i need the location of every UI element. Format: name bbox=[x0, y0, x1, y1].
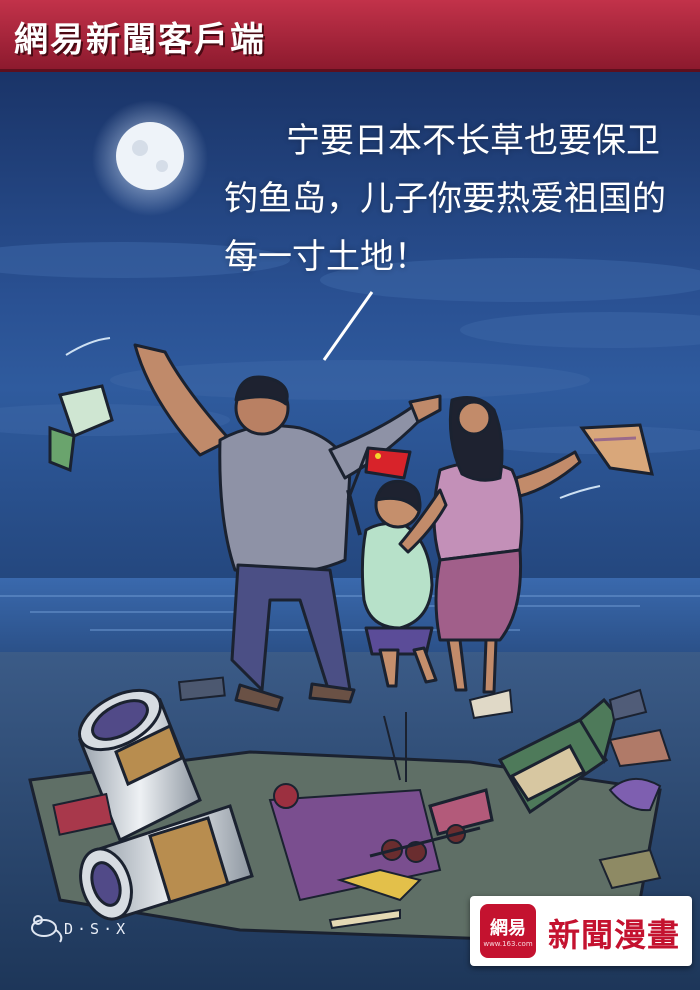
pink-bottle bbox=[428, 788, 494, 836]
app-title: 網易新聞客戶端 bbox=[14, 20, 266, 60]
tin-can-lower bbox=[79, 804, 254, 921]
speech-line-3: 每一寸土地！ bbox=[224, 237, 428, 277]
cartoon-illustration bbox=[0, 72, 700, 990]
netease-logo-icon: 網易 www.163.com bbox=[480, 904, 536, 958]
artist-mouse-mark bbox=[31, 915, 63, 943]
speech-bubble-text: 宁要日本不长草也要保卫 钓鱼岛，儿子你要热爱祖国的 每一寸土地！ bbox=[224, 112, 674, 286]
mother-figure bbox=[398, 396, 582, 694]
tin-can-upper bbox=[78, 688, 202, 843]
header-bar: 網易新聞客戶端 bbox=[0, 0, 700, 72]
scattered-litter bbox=[52, 676, 672, 930]
logo-url: www.163.com bbox=[483, 940, 533, 948]
child-figure bbox=[346, 446, 438, 688]
news-comic-badge: 網易 www.163.com 新聞漫畫 bbox=[470, 896, 692, 966]
speech-pointer bbox=[322, 291, 374, 361]
speech-line-2: 钓鱼岛，儿子你要热爱祖国的 bbox=[224, 179, 666, 219]
china-flag bbox=[364, 446, 412, 480]
badge-label: 新聞漫畫 bbox=[548, 916, 681, 954]
green-bottle bbox=[497, 697, 618, 815]
flying-milk-carton bbox=[48, 337, 114, 473]
moon bbox=[116, 122, 184, 190]
sea bbox=[0, 578, 700, 658]
speech-line-1: 宁要日本不长草也要保卫 bbox=[286, 121, 660, 161]
father-figure bbox=[133, 343, 442, 712]
flying-wrapper bbox=[559, 423, 654, 499]
logo-text: 網易 bbox=[490, 918, 526, 939]
artist-signature: D·S·X bbox=[64, 920, 130, 938]
